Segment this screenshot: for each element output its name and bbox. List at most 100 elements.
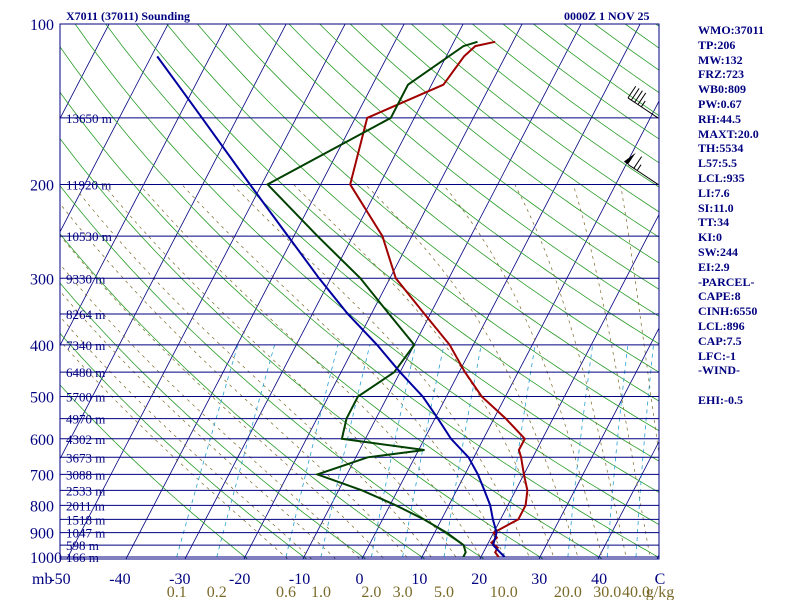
index-row: EI:2.9 <box>698 259 730 274</box>
mixing-ratio-line <box>320 344 371 558</box>
isotherm-line <box>60 24 228 347</box>
index-row: SW:244 <box>698 244 739 259</box>
time-label: 0000Z 1 NOV 25 <box>564 9 649 23</box>
index-row: WMO:37011 <box>698 23 764 37</box>
moist-adiabat <box>60 340 289 559</box>
temperature-tick-label: -50 <box>49 571 70 588</box>
index-row: FRZ:723 <box>698 67 744 82</box>
height-label: 2533 m <box>66 483 105 498</box>
height-label: 8264 m <box>66 307 105 322</box>
temperature-tick-label: 10 <box>411 571 427 588</box>
mixing-ratio-tick-label: 1.0 <box>311 584 331 600</box>
index-row <box>698 378 764 393</box>
mixing-ratio-line <box>635 344 654 558</box>
pressure-tick-label: 400 <box>30 338 54 355</box>
mixing-ratio-tick-label: 30.0 <box>593 584 621 600</box>
index-row: LFC:-1 <box>698 348 736 363</box>
index-row: PW:0.67 <box>698 96 742 111</box>
moist-adiabat <box>72 184 434 559</box>
height-label: 13650 m <box>66 111 112 126</box>
wind-barb-staff <box>627 163 659 185</box>
index-row: CAPE:8 <box>698 289 741 304</box>
mixing-ratio-tick-label: 5.0 <box>434 584 454 600</box>
isotherm-line <box>66 24 346 559</box>
isotherm-line <box>60 24 287 460</box>
mixing-ratio-tick-label: 20.0 <box>554 584 582 600</box>
wind-barb-flag <box>633 156 643 169</box>
isotherm-line <box>538 327 659 559</box>
sounding-traces <box>156 40 529 558</box>
index-row: LI:7.6 <box>698 185 730 200</box>
isotherm-line <box>60 24 169 233</box>
moist-adiabat <box>103 184 458 559</box>
mixing-ratio-tick-label: 3.0 <box>393 584 413 600</box>
index-row: LCL:896 <box>698 318 745 333</box>
index-row: MW:132 <box>698 52 743 67</box>
temperature-tick-label: -30 <box>169 571 190 588</box>
isotherm-line <box>0 12 56 568</box>
plot-frame <box>59 23 660 560</box>
index-row: -PARCEL- <box>698 274 755 289</box>
isotherm-line <box>184 24 464 559</box>
index-row: CINH:6550 <box>698 304 758 319</box>
moist-adiabat <box>139 184 483 559</box>
height-label: 7340 m <box>66 338 105 353</box>
index-row: CAP:7.5 <box>698 333 742 348</box>
temperature-tick-label: -20 <box>229 571 250 588</box>
wind-barb-flag <box>627 85 637 99</box>
dry-adiabat <box>60 384 249 559</box>
mixing-ratio-tick-label: 2.0 <box>361 584 381 600</box>
temperature-tick-label: 40 <box>591 571 607 588</box>
height-label: 1518 m <box>66 512 105 527</box>
dry-adiabat <box>60 332 308 559</box>
pressure-tick-label: 800 <box>30 498 54 515</box>
mixing-ratio-line <box>285 344 339 558</box>
isotherm-line <box>60 24 110 120</box>
moist-adiabat <box>232 184 531 559</box>
mixing-ratio-line <box>606 344 629 558</box>
moist-adiabat <box>442 184 603 559</box>
pressure-tick-label: 1000 <box>30 550 62 567</box>
height-label: 3088 m <box>66 467 105 482</box>
index-row: TH:5534 <box>698 141 744 156</box>
height-label: 10530 m <box>66 229 112 244</box>
moist-adiabat <box>181 184 507 559</box>
index-row: MAXT:20.0 <box>698 126 759 141</box>
pressure-tick-label: 300 <box>30 271 54 288</box>
wind-barb-half-flag <box>636 164 642 171</box>
height-label: 6480 m <box>66 365 105 380</box>
mixing-ratio-line <box>216 344 275 558</box>
height-label: 4970 m <box>66 412 105 427</box>
wind-barb-flag <box>630 88 640 101</box>
index-row: KI:0 <box>698 230 722 245</box>
index-row: RH:44.5 <box>698 111 741 126</box>
parcel-trace <box>156 55 506 558</box>
wind-barb-flag <box>637 92 647 105</box>
temperature-tick-label: 0 <box>356 571 364 588</box>
moist-adiabat <box>365 184 579 559</box>
index-row: EHI:-0.5 <box>698 392 743 407</box>
moist-adiabat <box>572 184 651 559</box>
station-title: X7011 (37011) Sounding <box>66 9 190 23</box>
indices-panel: WMO:37011 TP:206 MW:132 FRZ:723 WB0:809 PW:0.… <box>698 23 764 408</box>
isobar-lines <box>60 23 659 558</box>
isotherm-line <box>770 12 800 568</box>
index-row: -WIND- <box>698 363 740 378</box>
moist-adiabat <box>60 263 361 559</box>
dry-adiabat <box>593 24 659 71</box>
mixing-ratio-line <box>176 344 239 558</box>
height-label: 598 m <box>66 538 99 553</box>
height-label: 9330 m <box>66 271 105 286</box>
index-row: SI:11.0 <box>698 200 734 215</box>
wind-barb <box>623 152 659 185</box>
wind-barb-pennant <box>623 152 636 165</box>
isotherm-line <box>243 24 523 559</box>
height-label: 166 m <box>66 550 99 565</box>
pressure-tick-label: 700 <box>30 467 54 484</box>
height-label: 5700 m <box>66 390 105 405</box>
wind-barbs <box>623 85 659 185</box>
moist-adiabat <box>60 203 409 559</box>
mixing-ratio-tick-label: 0.2 <box>207 584 227 600</box>
moist-adiabat <box>60 316 313 559</box>
